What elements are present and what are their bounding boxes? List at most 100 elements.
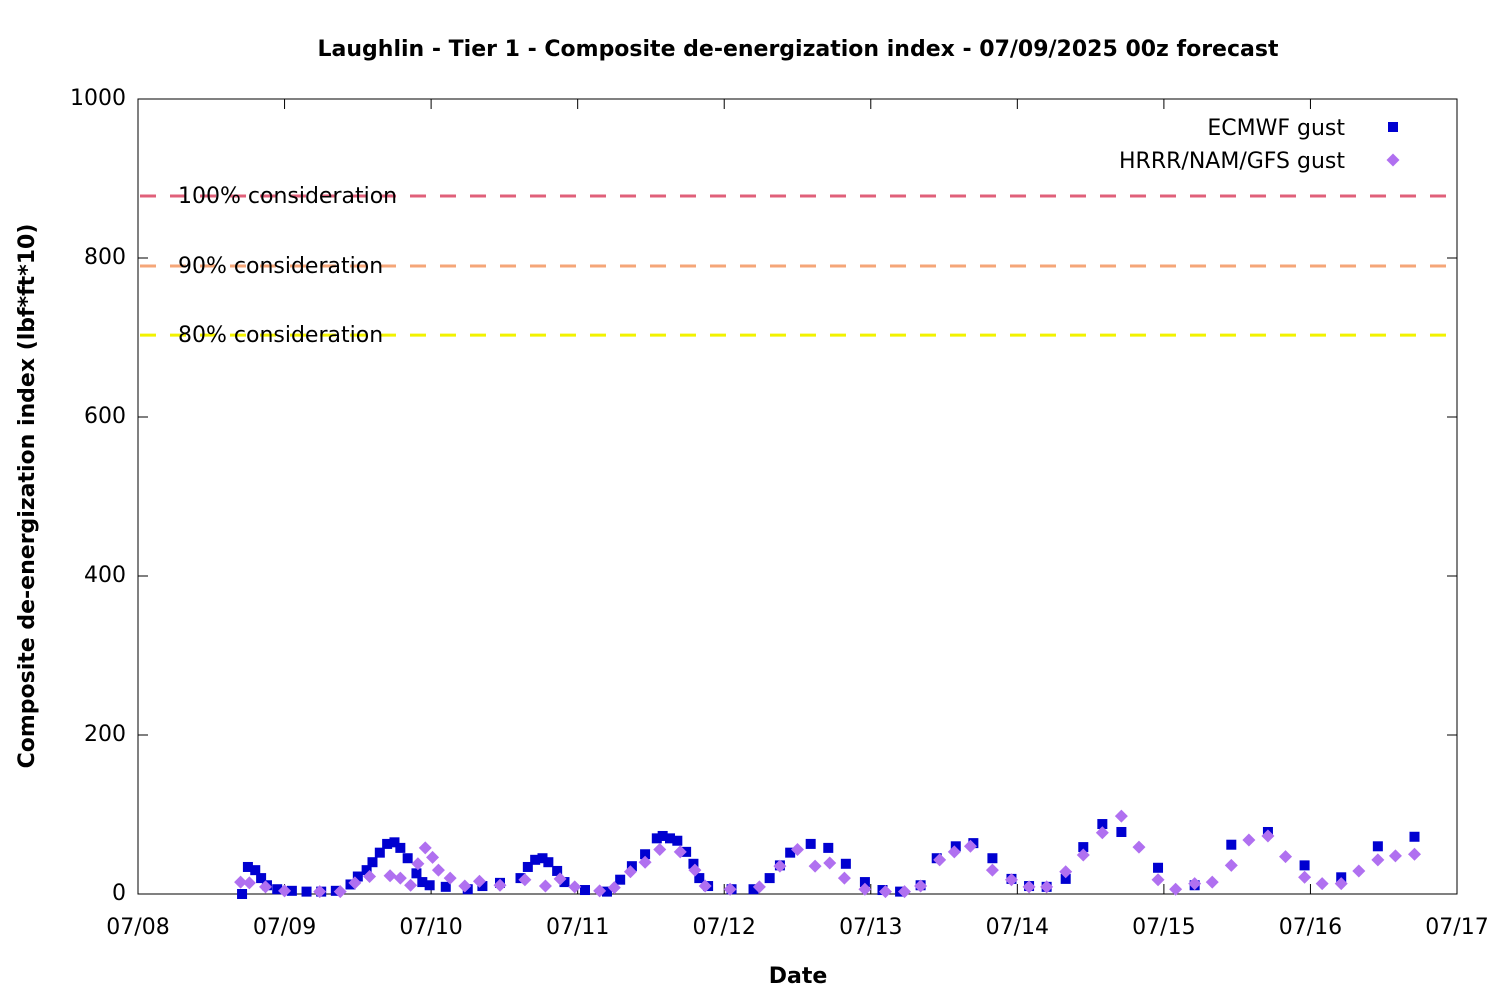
data-point bbox=[382, 838, 393, 849]
data-point bbox=[440, 881, 451, 892]
data-point bbox=[493, 878, 507, 892]
y-tick-label: 400 bbox=[84, 563, 126, 588]
data-point bbox=[477, 881, 488, 892]
data-point bbox=[256, 873, 267, 884]
data-point bbox=[1076, 848, 1090, 862]
data-point bbox=[823, 856, 837, 870]
data-point bbox=[361, 865, 372, 876]
data-point bbox=[805, 838, 816, 849]
data-point bbox=[522, 861, 533, 872]
data-point bbox=[985, 863, 999, 877]
data-point bbox=[837, 871, 851, 885]
data-point bbox=[1004, 873, 1018, 887]
data-point bbox=[537, 853, 548, 864]
data-point bbox=[395, 842, 406, 853]
data-point bbox=[431, 863, 445, 877]
data-point bbox=[1261, 829, 1275, 843]
data-point bbox=[785, 847, 796, 858]
data-point bbox=[688, 863, 702, 877]
data-point bbox=[543, 857, 554, 868]
data-point bbox=[1388, 849, 1402, 863]
data-point bbox=[367, 857, 378, 868]
data-point bbox=[623, 865, 637, 879]
data-point bbox=[417, 877, 428, 888]
data-point bbox=[1299, 860, 1310, 871]
y-tick-label: 0 bbox=[112, 881, 126, 906]
data-point bbox=[607, 881, 621, 895]
data-point bbox=[752, 880, 766, 894]
data-point bbox=[1022, 880, 1036, 894]
data-point bbox=[301, 886, 312, 897]
data-point bbox=[1097, 819, 1108, 830]
data-point bbox=[1151, 873, 1165, 887]
data-point bbox=[640, 849, 651, 860]
data-point bbox=[559, 877, 570, 888]
data-point bbox=[1279, 850, 1293, 864]
data-point bbox=[933, 853, 947, 867]
data-point bbox=[1060, 873, 1071, 884]
x-axis-label: Date bbox=[769, 964, 828, 989]
data-point bbox=[286, 885, 297, 896]
y-tick-label: 200 bbox=[84, 722, 126, 747]
data-point bbox=[657, 830, 668, 841]
data-point bbox=[1372, 841, 1383, 852]
data-point bbox=[601, 886, 612, 897]
data-point bbox=[897, 885, 911, 899]
data-point bbox=[348, 876, 362, 890]
data-point bbox=[443, 871, 457, 885]
x-tick-label: 07/14 bbox=[986, 915, 1049, 940]
data-point bbox=[1169, 882, 1183, 896]
data-point bbox=[389, 837, 400, 848]
data-point bbox=[272, 884, 283, 895]
data-point bbox=[1116, 826, 1127, 837]
data-point bbox=[1095, 826, 1109, 840]
data-point bbox=[593, 884, 607, 898]
data-point bbox=[242, 876, 256, 890]
x-tick-label: 07/10 bbox=[399, 915, 462, 940]
data-point bbox=[278, 884, 292, 898]
data-point bbox=[698, 879, 712, 893]
data-point bbox=[383, 869, 397, 883]
data-point bbox=[313, 885, 327, 899]
data-point bbox=[688, 858, 699, 869]
reference-label: 80% consideration bbox=[178, 323, 383, 348]
data-point bbox=[791, 842, 804, 856]
data-point bbox=[237, 889, 248, 899]
plot-frame bbox=[137, 98, 1458, 895]
data-point bbox=[653, 842, 667, 856]
data-point bbox=[651, 833, 662, 844]
x-tick-label: 07/13 bbox=[839, 915, 902, 940]
data-point bbox=[402, 853, 413, 864]
data-point bbox=[404, 878, 418, 892]
data-point bbox=[963, 839, 977, 853]
data-point bbox=[568, 880, 582, 894]
data-point bbox=[259, 880, 273, 894]
data-point bbox=[418, 841, 432, 855]
data-point bbox=[472, 874, 486, 888]
data-point bbox=[530, 854, 541, 865]
data-point bbox=[1078, 842, 1089, 853]
x-tick-label: 07/08 bbox=[106, 915, 169, 940]
data-point bbox=[773, 859, 787, 873]
y-tick-label: 600 bbox=[84, 404, 126, 429]
reference-label: 90% consideration bbox=[178, 254, 383, 279]
data-point bbox=[374, 847, 385, 858]
data-point bbox=[878, 885, 892, 899]
data-point bbox=[411, 868, 422, 879]
data-point bbox=[764, 873, 775, 884]
data-point bbox=[553, 872, 567, 886]
data-point bbox=[1040, 880, 1054, 894]
x-tick-label: 07/15 bbox=[1132, 915, 1195, 940]
legend-marker bbox=[1386, 153, 1400, 167]
data-point bbox=[987, 853, 998, 864]
data-point bbox=[1352, 864, 1366, 878]
data-point bbox=[947, 845, 961, 859]
data-point bbox=[1409, 831, 1420, 842]
data-point bbox=[808, 859, 822, 873]
x-tick-label: 07/11 bbox=[546, 915, 609, 940]
data-point bbox=[426, 850, 440, 864]
chart-title: Laughlin - Tier 1 - Composite de-energiz… bbox=[318, 37, 1279, 62]
data-point bbox=[458, 879, 472, 893]
x-tick-label: 07/17 bbox=[1425, 915, 1488, 940]
